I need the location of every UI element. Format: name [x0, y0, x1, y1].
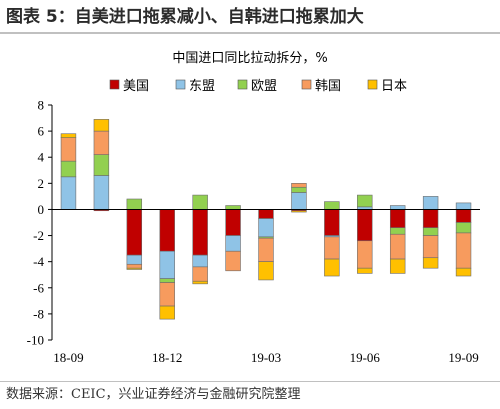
bar-19-04-series-2 — [291, 192, 307, 210]
bar-18-09-series-3 — [60, 160, 77, 178]
y-tick-label-1: 6 — [38, 124, 45, 139]
legend-label-5: 日本 — [381, 79, 407, 94]
x-tick-label-1: 18-12 — [152, 350, 182, 365]
bar-18-12-series-5 — [159, 305, 175, 320]
legend-label-4: 韩国 — [315, 79, 341, 94]
axes-layer: 8 6 4 2 0 -2 -4 -6 -8 -10 18-09 18-12 19-03 19-06 19-0… — [27, 98, 480, 365]
x-tick-label-2: 19-03 — [251, 350, 281, 365]
chart-title: 中国进口同比拉动拆分，% — [172, 51, 327, 66]
bar-18-10-series-4 — [93, 130, 110, 155]
bar-18-10-series-2 — [93, 175, 110, 210]
top-divider — [0, 32, 500, 34]
bars-layer — [60, 119, 472, 320]
bar-19-03-series-4 — [258, 237, 274, 262]
source-note: 数据来源：CEIC，兴业证券经济与金融研究院整理 — [6, 387, 301, 402]
bar-19-02-series-3 — [225, 205, 241, 210]
bar-19-02-series-2 — [225, 235, 241, 252]
y-tick-label-3: 2 — [38, 176, 45, 191]
bar-19-07-series-5 — [389, 258, 406, 274]
bar-19-09-series-5 — [455, 267, 472, 277]
bar-19-01-series-1 — [192, 209, 208, 256]
bar-19-01-series-4 — [192, 266, 208, 282]
bar-19-09-series-3 — [455, 222, 472, 234]
bar-19-08-series-4 — [422, 235, 439, 259]
bar-19-07-series-3 — [389, 227, 406, 235]
bar-19-05-series-1 — [324, 209, 340, 236]
legend: 美国 东盟 欧盟 韩国 日本 — [109, 79, 407, 94]
bar-19-03-series-5 — [258, 261, 274, 281]
bar-18-10-series-5 — [93, 119, 110, 132]
bar-18-11-series-2 — [126, 254, 143, 265]
bar-18-09-series-4 — [60, 137, 77, 162]
bar-19-02-series-1 — [225, 209, 241, 236]
bar-19-01-series-3 — [192, 194, 208, 210]
x-tick-label-0: 18-09 — [53, 350, 83, 365]
bar-19-03-series-2 — [258, 218, 274, 238]
bar-19-09-series-2 — [455, 202, 472, 210]
bar-19-04-series-3 — [291, 186, 307, 193]
figure-title: 图表 5：自美进口拖累减小、自韩进口拖累加大 — [6, 7, 364, 27]
y-tick-label-5: -2 — [33, 228, 44, 243]
bar-19-04-series-4 — [291, 183, 307, 188]
legend-swatch-4 — [301, 79, 312, 90]
y-tick-label-7: -6 — [33, 280, 44, 295]
bar-19-03-series-1 — [258, 209, 274, 219]
legend-label-3: 欧盟 — [251, 79, 277, 94]
bottom-divider — [0, 381, 500, 382]
x-tick-label-3: 19-06 — [350, 350, 381, 365]
legend-swatch-5 — [367, 79, 378, 90]
legend-label-2: 东盟 — [189, 79, 215, 94]
bar-18-11-series-5 — [126, 267, 143, 270]
legend-swatch-1 — [109, 79, 120, 90]
y-tick-label-9: -10 — [27, 333, 44, 348]
y-tick-label-2: 4 — [38, 150, 45, 165]
bar-19-01-series-2 — [192, 254, 208, 268]
stacked-bar-chart: 中国进口同比拉动拆分，% 美国 东盟 欧盟 韩国 日本 8 6 4 2 0 -2 -4 -6 -8 -10… — [27, 51, 480, 365]
y-tick-label-0: 8 — [38, 98, 45, 113]
bar-19-06-series-5 — [357, 267, 373, 274]
bar-19-06-series-4 — [357, 240, 373, 269]
bar-18-09-series-5 — [60, 133, 77, 138]
bar-19-07-series-2 — [389, 205, 406, 210]
bar-19-09-series-1 — [455, 209, 472, 223]
bar-19-05-series-4 — [324, 236, 340, 260]
bar-19-08-series-2 — [422, 196, 439, 210]
bar-18-11-series-3 — [126, 198, 143, 210]
legend-label-1: 美国 — [123, 79, 149, 94]
bar-19-05-series-5 — [324, 258, 340, 277]
bar-19-04-series-5 — [291, 210, 307, 213]
bar-19-06-series-1 — [357, 209, 373, 242]
x-tick-label-4: 19-09 — [448, 350, 478, 365]
bar-19-08-series-3 — [422, 227, 439, 236]
bar-18-12-series-4 — [159, 282, 175, 307]
legend-swatch-3 — [237, 79, 248, 90]
bar-18-11-series-1 — [126, 209, 143, 256]
bar-18-11-series-4 — [126, 263, 143, 269]
legend-swatch-2 — [175, 79, 186, 90]
bar-18-10-series-3 — [93, 154, 110, 176]
bar-19-05-series-3 — [324, 201, 340, 210]
bar-19-06-series-3 — [357, 194, 373, 208]
bar-19-09-series-4 — [455, 232, 472, 269]
bar-19-07-series-1 — [389, 209, 406, 229]
bar-19-02-series-4 — [225, 250, 241, 272]
bar-18-12-series-2 — [159, 250, 175, 279]
bar-19-08-series-1 — [422, 209, 439, 229]
bar-19-07-series-4 — [389, 233, 406, 260]
y-tick-label-6: -4 — [33, 254, 44, 269]
y-tick-label-8: -8 — [33, 306, 44, 321]
bar-19-01-series-5 — [192, 280, 208, 285]
bar-19-08-series-5 — [422, 257, 439, 269]
bar-18-09-series-2 — [60, 176, 77, 210]
bar-18-12-series-1 — [159, 209, 175, 252]
bar-18-12-series-3 — [159, 278, 175, 283]
y-tick-label-4: 0 — [38, 202, 45, 217]
